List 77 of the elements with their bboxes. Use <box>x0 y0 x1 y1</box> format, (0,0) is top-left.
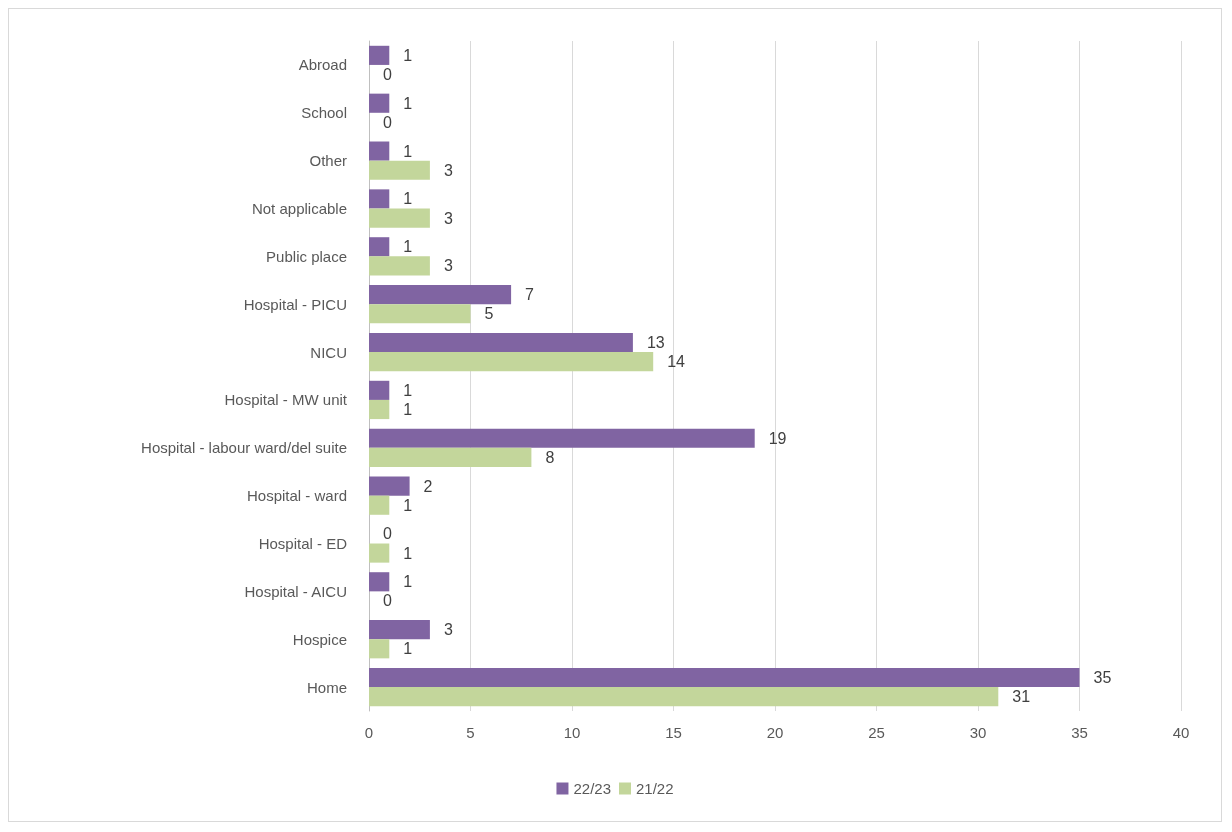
x-tick-label: 0 <box>364 724 374 741</box>
data-label: 3 <box>443 257 453 275</box>
y-tick-label: NICU <box>310 343 347 361</box>
bar <box>369 495 390 515</box>
data-label: 1 <box>403 142 413 160</box>
bar <box>369 687 999 707</box>
x-tick-label: 30 <box>969 724 987 741</box>
data-label: 14 <box>667 353 686 371</box>
y-tick-label: Not applicable <box>251 200 347 217</box>
data-label: 1 <box>403 544 413 562</box>
data-label: 1 <box>403 94 413 112</box>
bar <box>369 639 390 659</box>
bar <box>369 45 390 65</box>
x-tick-label: 5 <box>466 724 475 741</box>
data-label: 0 <box>383 592 392 610</box>
x-tick-label: 25 <box>868 724 885 741</box>
bar <box>369 572 390 592</box>
bar <box>369 332 633 353</box>
bar <box>369 189 390 209</box>
data-label: 3 <box>443 209 453 227</box>
data-label: 1 <box>403 190 413 208</box>
data-label: 0 <box>383 525 392 543</box>
y-tick-label: Hospital - PICU <box>243 295 347 313</box>
bar <box>369 141 390 161</box>
bar <box>369 447 532 467</box>
data-label: 3 <box>443 621 453 639</box>
data-label: 13 <box>646 334 665 351</box>
data-label: 2 <box>423 477 433 495</box>
bar <box>369 399 390 420</box>
y-tick-label: Hospice <box>292 630 347 648</box>
x-tick-label: 40 <box>1172 724 1190 741</box>
y-tick-label: Hospital - ward <box>246 487 347 505</box>
x-tick-label: 20 <box>766 724 784 741</box>
y-tick-label: Home <box>306 678 347 696</box>
data-label: 3 <box>443 161 453 179</box>
data-label: 1 <box>403 496 413 514</box>
y-tick-label: Hospital - labour ward/del suite <box>141 439 347 457</box>
bar <box>369 543 390 563</box>
bar <box>369 352 654 372</box>
legend-label: 22/23 <box>573 780 612 797</box>
bar <box>369 237 390 257</box>
bar <box>369 160 430 180</box>
y-tick-label: Hospital - AICU <box>244 582 347 600</box>
bar <box>369 304 471 324</box>
data-label: 1 <box>403 46 413 64</box>
bar <box>369 93 390 113</box>
data-label: 7 <box>525 286 535 304</box>
bar <box>369 208 430 228</box>
y-tick-label: Abroad <box>298 56 347 74</box>
data-label: 19 <box>768 429 787 447</box>
bar <box>369 256 430 276</box>
data-label: 35 <box>1093 669 1112 686</box>
bar <box>369 620 430 640</box>
bar <box>369 380 390 400</box>
bar <box>369 476 410 496</box>
y-tick-label: School <box>301 104 347 122</box>
data-label: 0 <box>383 113 392 131</box>
legend-label: 21/22 <box>636 780 674 797</box>
y-tick-label: Public place <box>266 247 347 265</box>
data-label: 1 <box>403 238 413 256</box>
data-label: 8 <box>545 448 555 466</box>
x-tick-label: 35 <box>1071 724 1088 741</box>
y-tick-label: Hospital - ED <box>258 535 348 552</box>
y-tick-label: Other <box>309 152 347 170</box>
data-label: 1 <box>403 640 413 658</box>
bar <box>369 285 512 305</box>
data-label: 31 <box>1012 688 1031 706</box>
bar <box>369 428 755 448</box>
data-label: 5 <box>484 305 494 323</box>
y-tick-label: Hospital - MW unit <box>224 391 348 409</box>
data-label: 0 <box>383 66 392 83</box>
bar <box>369 667 1080 688</box>
x-tick-label: 10 <box>563 724 581 741</box>
data-label: 1 <box>403 573 413 591</box>
data-label: 1 <box>403 401 413 418</box>
data-label: 1 <box>403 381 413 399</box>
x-tick-label: 15 <box>665 724 682 741</box>
